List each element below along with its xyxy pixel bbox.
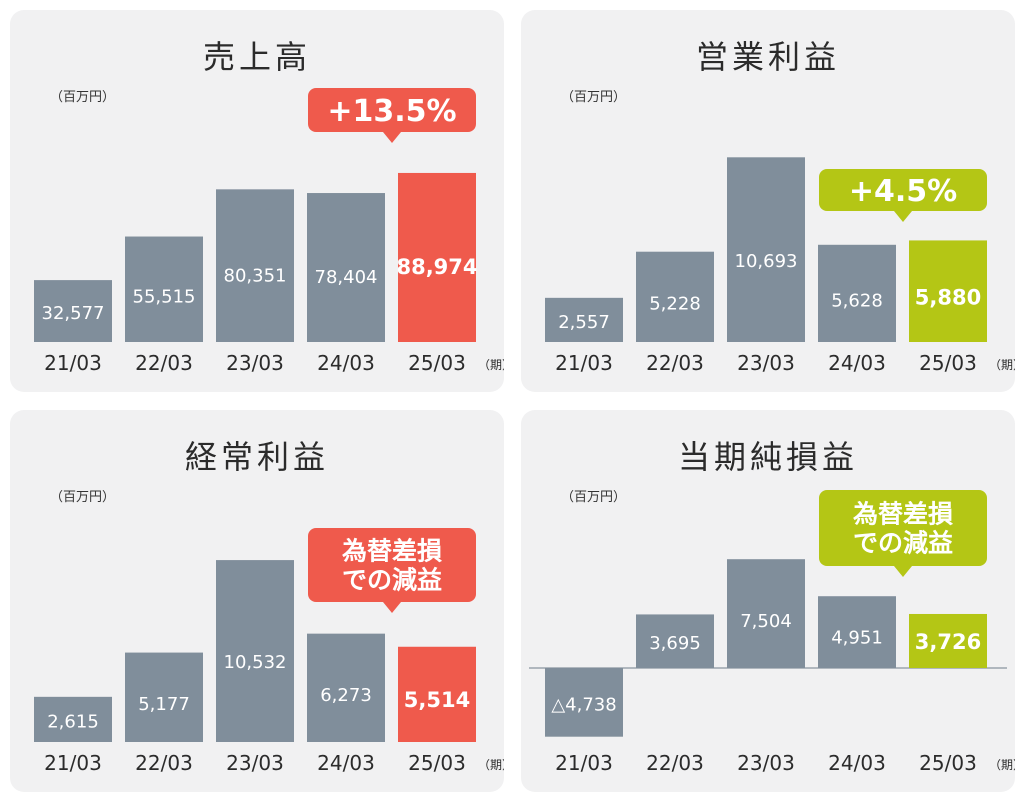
tick-label: 25/03: [408, 751, 466, 775]
bar-chart-ordinary-profit: 2,615 21/03 5,177 22/03 10,532 23/03 6,273 24/0…: [34, 528, 504, 775]
bar: [34, 696, 112, 742]
callout-pointer: [894, 211, 912, 222]
callout-pointer: [894, 566, 912, 577]
bar: [909, 613, 987, 668]
bar: [398, 172, 476, 342]
period-suffix: （期）: [478, 758, 504, 772]
data-label: 5,880: [915, 285, 981, 309]
chart-title: 売上高: [202, 38, 311, 76]
tick-label: 21/03: [555, 351, 613, 375]
tick-label: 25/03: [919, 751, 977, 775]
tick-label: 23/03: [226, 351, 284, 375]
tick-label: 22/03: [135, 351, 193, 375]
bar: [818, 244, 896, 342]
data-label: 78,404: [315, 267, 378, 288]
chart-title: 営業利益: [695, 38, 840, 76]
chart-title: 経常利益: [184, 438, 329, 476]
bar: [909, 240, 987, 342]
data-label: 6,273: [320, 685, 372, 706]
callout-bubble: +13.5%: [308, 88, 476, 143]
tick-label: 22/03: [646, 351, 704, 375]
callout-box: [308, 528, 476, 602]
tick-label: 24/03: [317, 351, 375, 375]
data-label: 10,532: [224, 652, 287, 673]
period-suffix: （期）: [478, 358, 504, 372]
bar: [216, 560, 294, 742]
tick-label: 21/03: [555, 751, 613, 775]
bar: [216, 189, 294, 342]
tick-label: 25/03: [408, 351, 466, 375]
bar-chart-net-income: △4,738 21/03 3,695 22/03 7,504 23/03 4,951 24/0…: [529, 490, 1015, 775]
data-label: 5,228: [649, 293, 701, 314]
bar: [727, 559, 805, 668]
chart-title: 当期純損益: [677, 438, 858, 476]
period-suffix: （期）: [989, 758, 1015, 772]
callout-text: 為替差損: [853, 500, 953, 529]
bar: [125, 652, 203, 742]
unit-label: （百万円）: [50, 90, 116, 105]
tick-label: 24/03: [828, 751, 886, 775]
callout-text: での減益: [342, 565, 442, 594]
data-label: 5,628: [831, 290, 883, 311]
tick-label: 24/03: [317, 751, 375, 775]
data-label: 5,514: [404, 688, 470, 712]
tick-label: 23/03: [226, 751, 284, 775]
callout-text: +4.5%: [849, 174, 957, 209]
panel-net-income: 当期純損益 （百万円） △4,738 21/03 3,695 22/03 7,504 23…: [521, 410, 1015, 792]
tick-label: 25/03: [919, 351, 977, 375]
unit-label: （百万円）: [561, 490, 627, 505]
data-label: 2,615: [47, 711, 99, 732]
tick-label: 22/03: [646, 751, 704, 775]
data-label: 3,726: [915, 630, 981, 654]
bar: [545, 668, 623, 737]
callout-box: [819, 169, 987, 211]
callout-box: [308, 88, 476, 132]
bar-chart-operating-profit: 2,557 21/03 5,228 22/03 10,693 23/03 5,628 24/0…: [545, 157, 1015, 375]
tick-label: 23/03: [737, 351, 795, 375]
data-label: 2,557: [558, 312, 610, 333]
bar: [545, 297, 623, 342]
bar: [398, 646, 476, 742]
tick-label: 23/03: [737, 751, 795, 775]
panel-operating-profit: 営業利益 （百万円） 2,557 21/03 5,228 22/03 10,693 23/…: [521, 10, 1015, 392]
data-label: 3,695: [649, 633, 701, 654]
data-label: 88,974: [396, 255, 477, 279]
bar: [34, 280, 112, 342]
data-label: 80,351: [224, 265, 287, 286]
data-label: 5,177: [138, 694, 190, 715]
data-label: 7,504: [740, 611, 792, 632]
bar: [636, 614, 714, 668]
data-label: △4,738: [551, 694, 616, 715]
tick-label: 21/03: [44, 351, 102, 375]
data-label: 10,693: [735, 251, 798, 272]
bar: [727, 157, 805, 342]
callout-box: [819, 490, 987, 566]
data-label: 55,515: [133, 287, 196, 308]
period-suffix: （期）: [989, 358, 1015, 372]
unit-label: （百万円）: [561, 90, 627, 105]
unit-label: （百万円）: [50, 490, 116, 505]
bar: [307, 193, 385, 342]
callout-pointer: [383, 602, 401, 613]
data-label: 4,951: [831, 628, 883, 649]
tick-label: 24/03: [828, 351, 886, 375]
callout-pointer: [383, 132, 401, 143]
callout-text: 為替差損: [342, 537, 442, 566]
panel-ordinary-profit: 経常利益 （百万円） 2,615 21/03 5,177 22/03 10,532 23/…: [10, 410, 504, 792]
bar: [818, 596, 896, 668]
callout-bubble: +4.5%: [819, 169, 987, 222]
bar: [307, 633, 385, 742]
tick-label: 22/03: [135, 751, 193, 775]
bar-chart-sales: 32,577 21/03 55,515 22/03 80,351 23/03 78,404 2…: [34, 88, 504, 375]
tick-label: 21/03: [44, 751, 102, 775]
callout-text: での減益: [853, 528, 953, 557]
callout-text: +13.5%: [327, 94, 456, 129]
bar: [125, 236, 203, 342]
panel-sales: 売上高 （百万円） 32,577 21/03 55,515 22/03 80,351 23…: [10, 10, 504, 392]
bar: [636, 251, 714, 342]
data-label: 32,577: [42, 303, 105, 324]
